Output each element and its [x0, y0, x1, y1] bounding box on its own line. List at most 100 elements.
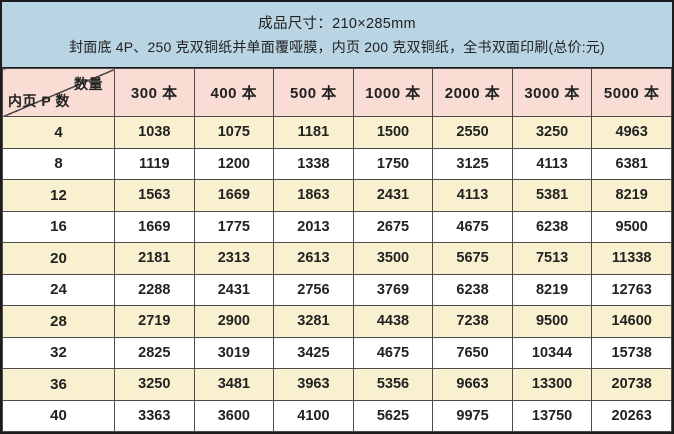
price-cell: 1775: [193, 210, 275, 243]
column-header-quantity: 3000 本: [511, 68, 593, 117]
pages-cell: 12: [2, 179, 115, 212]
price-cell: 4675: [432, 210, 513, 243]
product-size-title: 成品尺寸：210×285mm: [258, 16, 416, 32]
price-cell: 2431: [193, 273, 275, 306]
price-cell: 9500: [591, 210, 672, 243]
price-cell: 1075: [193, 116, 275, 149]
price-cell: 1669: [114, 210, 195, 243]
price-cell: 4113: [511, 147, 593, 180]
price-cell: 9663: [432, 368, 513, 401]
table-title-banner: 成品尺寸：210×285mm 封面底 4P、250 克双铜纸并单面覆哑膜，内页 …: [2, 2, 672, 68]
pages-cell: 36: [2, 368, 115, 401]
price-cell: 6238: [511, 210, 593, 243]
price-cell: 20738: [591, 368, 672, 401]
table-row: 20 2181 2313 2613 3500 5675 7513 11338: [2, 242, 672, 275]
price-cell: 1669: [193, 179, 275, 212]
price-cell: 2756: [273, 273, 354, 306]
price-cell: 20263: [591, 399, 672, 432]
column-header-quantity: 400 本: [193, 68, 275, 117]
column-header-quantity: 1000 本: [352, 68, 434, 117]
price-cell: 4963: [591, 116, 672, 149]
table-row: 36 3250 3481 3963 5356 9663 13300 20738: [2, 368, 672, 401]
pages-cell: 28: [2, 305, 115, 338]
price-cell: 3425: [273, 336, 354, 369]
price-cell: 1338: [273, 147, 354, 180]
pages-cell: 8: [2, 147, 115, 180]
pages-cell: 32: [2, 336, 115, 369]
column-header-quantity: 2000 本: [432, 68, 513, 117]
price-cell: 1181: [273, 116, 354, 149]
price-cell: 5675: [432, 242, 513, 275]
price-cell: 2431: [352, 179, 434, 212]
price-cell: 15738: [591, 336, 672, 369]
price-cell: 2313: [193, 242, 275, 275]
price-cell: 7513: [511, 242, 593, 275]
price-cell: 6238: [432, 273, 513, 306]
price-cell: 3019: [193, 336, 275, 369]
table-row: 16 1669 1775 2013 2675 4675 6238 9500: [2, 210, 672, 243]
price-cell: 8219: [591, 179, 672, 212]
price-cell: 3500: [352, 242, 434, 275]
price-cell: 2719: [114, 305, 195, 338]
table-row: 24 2288 2431 2756 3769 6238 8219 12763: [2, 273, 672, 306]
price-cell: 5356: [352, 368, 434, 401]
price-cell: 3769: [352, 273, 434, 306]
table-row: 12 1563 1669 1863 2431 4113 5381 8219: [2, 179, 672, 212]
price-cell: 7238: [432, 305, 513, 338]
price-cell: 9500: [511, 305, 593, 338]
price-cell: 4100: [273, 399, 354, 432]
header-row: 数量 内页 P 数 300 本 400 本 500 本 1000 本 2000 本 300…: [2, 68, 672, 117]
table-row: 8 1119 1200 1338 1750 3125 4113 6381: [2, 147, 672, 180]
price-cell: 3250: [114, 368, 195, 401]
price-cell: 10344: [511, 336, 593, 369]
price-cell: 14600: [591, 305, 672, 338]
price-cell: 2825: [114, 336, 195, 369]
price-cell: 2288: [114, 273, 195, 306]
price-cell: 3481: [193, 368, 275, 401]
price-cell: 1863: [273, 179, 354, 212]
price-table: 数量 内页 P 数 300 本 400 本 500 本 1000 本 2000 本 300…: [2, 68, 672, 432]
table-row: 40 3363 3600 4100 5625 9975 13750 20263: [2, 399, 672, 432]
price-cell: 1750: [352, 147, 434, 180]
pages-cell: 40: [2, 399, 115, 432]
price-cell: 7650: [432, 336, 513, 369]
price-cell: 8219: [511, 273, 593, 306]
price-cell: 1038: [114, 116, 195, 149]
price-cell: 6381: [591, 147, 672, 180]
price-cell: 12763: [591, 273, 672, 306]
column-header-quantity: 300 本: [114, 68, 195, 117]
price-cell: 5625: [352, 399, 434, 432]
table-row: 4 1038 1075 1181 1500 2550 3250 4963: [2, 116, 672, 149]
price-cell: 2550: [432, 116, 513, 149]
price-cell: 2900: [193, 305, 275, 338]
price-cell: 13750: [511, 399, 593, 432]
pages-cell: 24: [2, 273, 115, 306]
spec-subtitle: 封面底 4P、250 克双铜纸并单面覆哑膜，内页 200 克双铜纸，全书双面印刷…: [69, 39, 605, 55]
price-cell: 4675: [352, 336, 434, 369]
pages-cell: 16: [2, 210, 115, 243]
price-cell: 1200: [193, 147, 275, 180]
corner-header-cell: 数量 内页 P 数: [2, 68, 115, 117]
price-cell: 13300: [511, 368, 593, 401]
pages-cell: 20: [2, 242, 115, 275]
price-cell: 3963: [273, 368, 354, 401]
price-cell: 2013: [273, 210, 354, 243]
pages-label: 内页 P 数: [8, 93, 70, 109]
table-row: 28 2719 2900 3281 4438 7238 9500 14600: [2, 305, 672, 338]
price-cell: 1563: [114, 179, 195, 212]
price-cell: 4113: [432, 179, 513, 212]
price-cell: 3363: [114, 399, 195, 432]
price-cell: 4438: [352, 305, 434, 338]
price-cell: 3600: [193, 399, 275, 432]
pages-cell: 4: [2, 116, 115, 149]
price-cell: 1119: [114, 147, 195, 180]
price-cell: 9975: [432, 399, 513, 432]
price-cell: 1500: [352, 116, 434, 149]
price-cell: 2675: [352, 210, 434, 243]
column-header-quantity: 500 本: [273, 68, 354, 117]
table-row: 32 2825 3019 3425 4675 7650 10344 15738: [2, 336, 672, 369]
price-cell: 2613: [273, 242, 354, 275]
price-cell: 5381: [511, 179, 593, 212]
column-header-quantity: 5000 本: [591, 68, 672, 117]
